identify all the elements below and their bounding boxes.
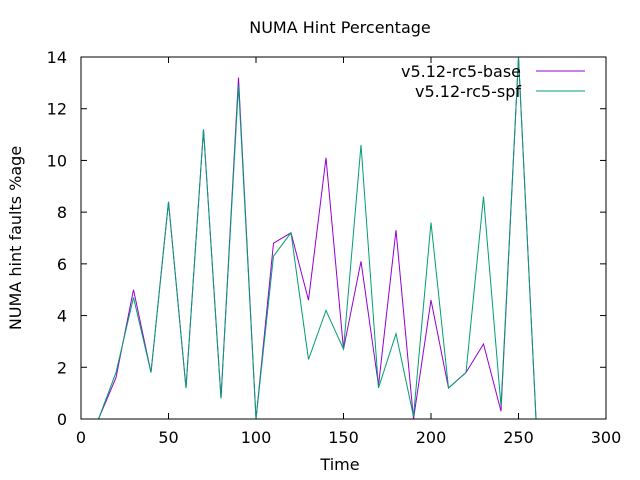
axis-ticks: 0 50 100 150 200 250 300 0 2 4 6 8 10 12 14 [47,48,622,447]
series-line-v5.12-rc5-base [98,56,537,420]
x-tick-label: 200 [416,428,447,447]
x-tick-label: 300 [591,428,622,447]
y-tick-label: 2 [57,358,67,377]
series-line-v5.12-rc5-spf [98,56,537,420]
y-tick-label: 6 [57,255,67,274]
y-tick-label: 14 [47,48,67,67]
y-tick-label: 0 [57,410,67,429]
x-tick-label: 100 [241,428,272,447]
y-tick-label: 10 [47,151,67,170]
x-tick-label: 0 [76,428,86,447]
y-tick-label: 8 [57,203,67,222]
plot-frame [80,56,607,420]
x-axis-label: Time [319,455,359,474]
y-tick-label: 4 [57,307,67,326]
x-tick-label: 250 [503,428,534,447]
y-tick-label: 12 [47,100,67,119]
x-tick-label: 150 [328,428,359,447]
series-lines [98,56,537,420]
y-axis-label: NUMA hint faults %age [6,146,25,330]
legend-label: v5.12-rc5-spf [415,82,521,101]
legend-label: v5.12-rc5-base [401,62,521,81]
x-tick-label: 50 [158,428,178,447]
chart-title: NUMA Hint Percentage [249,18,431,37]
